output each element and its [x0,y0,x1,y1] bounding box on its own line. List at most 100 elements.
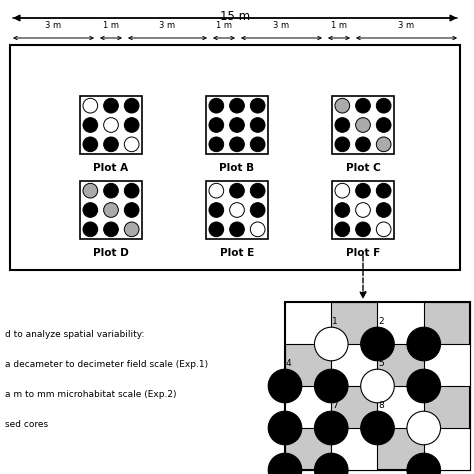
Circle shape [250,137,265,152]
Circle shape [250,222,265,237]
Text: Plot B: Plot B [219,163,255,173]
Text: 3 m: 3 m [159,21,175,30]
Bar [285,302,470,470]
Bar [332,96,394,154]
Circle shape [356,118,370,132]
Circle shape [124,203,139,218]
Bar [285,386,331,428]
Text: 3 m: 3 m [273,21,290,30]
Text: a m to mm microhabitat scale (Exp.2): a m to mm microhabitat scale (Exp.2) [5,390,176,399]
Circle shape [230,203,244,218]
Circle shape [335,203,350,218]
Text: 1 m: 1 m [331,21,347,30]
Circle shape [407,327,440,361]
Circle shape [83,222,98,237]
Circle shape [376,118,391,132]
Bar [332,181,394,239]
Bar [331,344,377,386]
Circle shape [230,118,244,132]
Bar [331,428,377,470]
Bar [285,302,331,344]
Circle shape [209,98,224,113]
Circle shape [209,183,224,198]
Text: 4: 4 [286,359,292,368]
Text: Plot F: Plot F [346,248,380,258]
Circle shape [376,203,391,218]
Circle shape [104,118,118,132]
Circle shape [250,118,265,132]
Circle shape [83,118,98,132]
Bar [377,386,424,428]
Circle shape [104,222,118,237]
Circle shape [83,98,98,113]
Circle shape [376,98,391,113]
Circle shape [376,137,391,152]
Circle shape [376,222,391,237]
Circle shape [209,137,224,152]
Circle shape [376,183,391,198]
Circle shape [314,453,348,474]
Circle shape [104,98,118,113]
Circle shape [230,137,244,152]
Text: 15 m: 15 m [220,10,250,23]
Circle shape [356,222,370,237]
Text: 3 m: 3 m [46,21,62,30]
Circle shape [314,327,348,361]
Text: a decameter to decimeter field scale (Exp.1): a decameter to decimeter field scale (Ex… [5,360,208,369]
Circle shape [335,137,350,152]
Circle shape [361,327,394,361]
Circle shape [407,453,440,474]
Text: Plot A: Plot A [93,163,128,173]
Circle shape [104,203,118,218]
Circle shape [335,222,350,237]
Bar [206,96,268,154]
Text: Plot C: Plot C [346,163,380,173]
Text: 3 m: 3 m [399,21,415,30]
Circle shape [356,98,370,113]
Text: 2: 2 [379,317,384,326]
Text: 8: 8 [379,401,384,410]
Circle shape [268,411,302,445]
Bar [377,302,424,344]
Text: 1 m: 1 m [103,21,119,30]
Circle shape [124,183,139,198]
Circle shape [268,453,302,474]
Text: Plot E: Plot E [220,248,254,258]
Circle shape [250,98,265,113]
Bar [424,344,470,386]
Circle shape [250,203,265,218]
Bar [206,181,268,239]
Circle shape [124,98,139,113]
Text: 5: 5 [379,359,384,368]
Circle shape [124,137,139,152]
Circle shape [268,369,302,403]
Circle shape [83,203,98,218]
Circle shape [104,183,118,198]
Circle shape [124,222,139,237]
Circle shape [314,411,348,445]
Text: 1: 1 [332,317,338,326]
Circle shape [209,118,224,132]
Circle shape [356,183,370,198]
Circle shape [361,411,394,445]
Bar [424,428,470,470]
Circle shape [83,137,98,152]
Circle shape [230,183,244,198]
Text: 1 m: 1 m [216,21,232,30]
Bar [80,96,142,154]
Circle shape [314,369,348,403]
Circle shape [209,203,224,218]
Circle shape [407,411,440,445]
Circle shape [104,137,118,152]
Circle shape [335,118,350,132]
Bar [80,181,142,239]
Circle shape [335,98,350,113]
Circle shape [209,222,224,237]
Circle shape [356,137,370,152]
Circle shape [361,369,394,403]
Circle shape [356,203,370,218]
Bar [10,45,460,270]
Circle shape [250,183,265,198]
Text: d to analyze spatial variability:: d to analyze spatial variability: [5,330,145,339]
Circle shape [124,118,139,132]
